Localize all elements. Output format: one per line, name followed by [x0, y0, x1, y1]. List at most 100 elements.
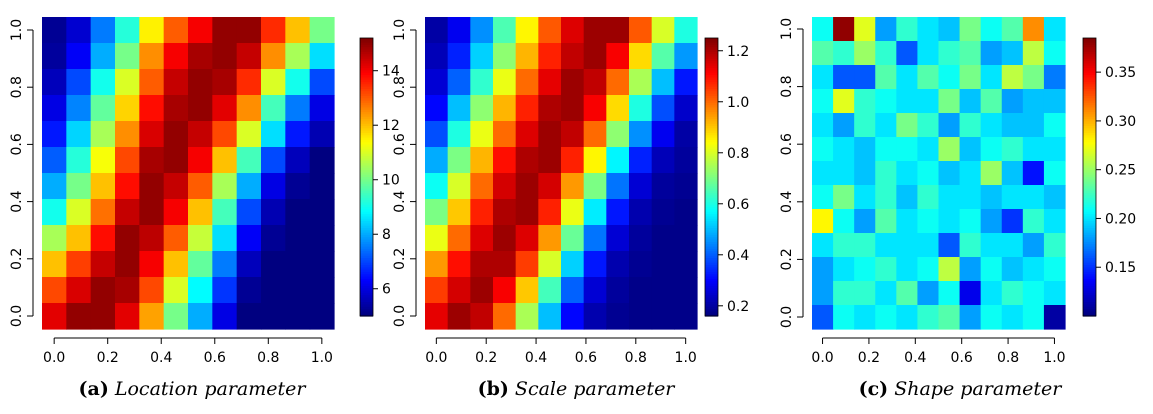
heatmap-cell	[980, 161, 1003, 186]
heatmap-cell	[139, 121, 165, 148]
heatmap-cell	[959, 137, 982, 162]
colorbar-step	[360, 107, 373, 111]
heatmap-cell	[959, 257, 982, 282]
heatmap-cell	[606, 173, 630, 200]
heatmap-cell	[980, 209, 1003, 234]
heatmap-cell	[470, 17, 494, 44]
colorbar-step	[360, 179, 373, 183]
colorbar-step	[1083, 216, 1096, 220]
colorbar-step	[1083, 172, 1096, 176]
heatmap-cell	[212, 43, 238, 70]
heatmap-cell	[1043, 137, 1066, 162]
colorbar-step	[360, 251, 373, 255]
x-tick-label: 1.0	[311, 350, 333, 366]
heatmap-cell	[538, 277, 562, 304]
heatmap-cell	[66, 69, 92, 96]
heatmap-cell	[188, 147, 213, 174]
heatmap-cell	[115, 199, 140, 226]
heatmap-cell	[854, 185, 876, 210]
colorbar-step	[1083, 61, 1096, 65]
colorbar-step	[360, 88, 373, 92]
heatmap-cell	[188, 277, 213, 304]
colorbar-step	[705, 65, 718, 69]
heatmap-cell	[493, 277, 517, 304]
heatmap-cell	[188, 17, 213, 44]
colorbar-step	[1083, 218, 1096, 222]
heatmap-cell	[629, 251, 653, 278]
heatmap-cell	[917, 281, 940, 306]
colorbar-step	[360, 75, 373, 78]
colorbar-tick-label: 0.2	[727, 299, 749, 315]
colorbar-tick-label: 12	[382, 118, 400, 134]
heatmap-cell	[606, 251, 630, 278]
heatmap-cell	[139, 69, 165, 96]
y-tick-label: 1.0	[779, 18, 795, 40]
colorbar-step	[1083, 49, 1096, 53]
colorbar-step	[1083, 283, 1096, 287]
heatmap-cell	[980, 89, 1003, 114]
heatmap-figure-svg: 0.0 0.2 0.4 0.6 0.8 1.0 0.0 0.2 0.4 0.6 0.8 1.0 6 8 10…	[9, 17, 1136, 366]
heatmap-cell	[90, 173, 116, 200]
colorbar-step	[705, 227, 718, 231]
caption-b-tag: (b)	[477, 378, 509, 400]
heatmap-cell	[139, 251, 165, 278]
heatmap-cell	[1001, 161, 1024, 186]
x-tick-label: 0.4	[150, 350, 172, 366]
colorbar-step	[705, 223, 718, 227]
heatmap-cell	[425, 173, 449, 200]
heatmap-cell	[66, 43, 92, 70]
colorbar-step	[705, 49, 718, 53]
colorbar-step	[705, 241, 718, 245]
colorbar-step	[1083, 119, 1096, 122]
colorbar-step	[1083, 295, 1096, 299]
heatmap-cell	[139, 225, 165, 252]
heatmap-cell	[163, 147, 189, 174]
colorbar-step	[705, 112, 718, 116]
colorbar-step	[360, 311, 373, 315]
colorbar-step	[705, 163, 718, 167]
colorbar-step	[705, 54, 718, 58]
heatmap-cell	[606, 121, 630, 148]
heatmap-cell	[812, 17, 834, 42]
heatmap-cell	[651, 69, 675, 96]
colorbar-step	[1083, 121, 1096, 125]
colorbar-step	[705, 302, 718, 306]
colorbar-step	[1083, 246, 1096, 250]
heatmap-cell	[188, 121, 213, 148]
colorbar-step	[360, 56, 373, 60]
heatmap-cell	[515, 95, 539, 122]
heatmap-cell	[493, 251, 517, 278]
colorbar-step	[360, 188, 373, 192]
colorbar-step	[705, 181, 718, 185]
colorbar-step	[360, 221, 373, 224]
colorbar-step	[1083, 265, 1096, 268]
colorbar-step	[705, 214, 718, 217]
heatmap-cell	[583, 199, 607, 226]
heatmap-cell	[538, 43, 562, 70]
heatmap-cell	[493, 95, 517, 122]
colorbar-step	[360, 283, 373, 287]
heatmap-cell	[583, 225, 607, 252]
colorbar-step	[1083, 244, 1096, 248]
heatmap-cell	[66, 277, 92, 304]
colorbar-step	[360, 151, 373, 155]
heatmap-cell	[470, 147, 494, 174]
heatmap-cell	[425, 251, 449, 278]
colorbar-step	[1083, 93, 1096, 97]
heatmap-cell	[470, 95, 494, 122]
y-tick-label: 0.4	[779, 191, 795, 213]
heatmap-cell	[470, 173, 494, 200]
heatmap-cell	[66, 147, 92, 174]
x-tick-label: 1.0	[1043, 350, 1065, 366]
colorbar-step	[705, 295, 718, 299]
heatmap-cell	[493, 303, 517, 330]
heatmap-cell	[561, 69, 585, 96]
colorbar-step	[360, 260, 373, 264]
colorbar-step	[705, 288, 718, 292]
colorbar-step	[1083, 186, 1096, 190]
colorbar-tick-label: 0.6	[727, 197, 749, 213]
heatmap-cell	[854, 65, 876, 90]
heatmap-cell	[1022, 65, 1045, 90]
colorbar-step	[705, 304, 718, 308]
heatmap-cell	[674, 199, 698, 226]
